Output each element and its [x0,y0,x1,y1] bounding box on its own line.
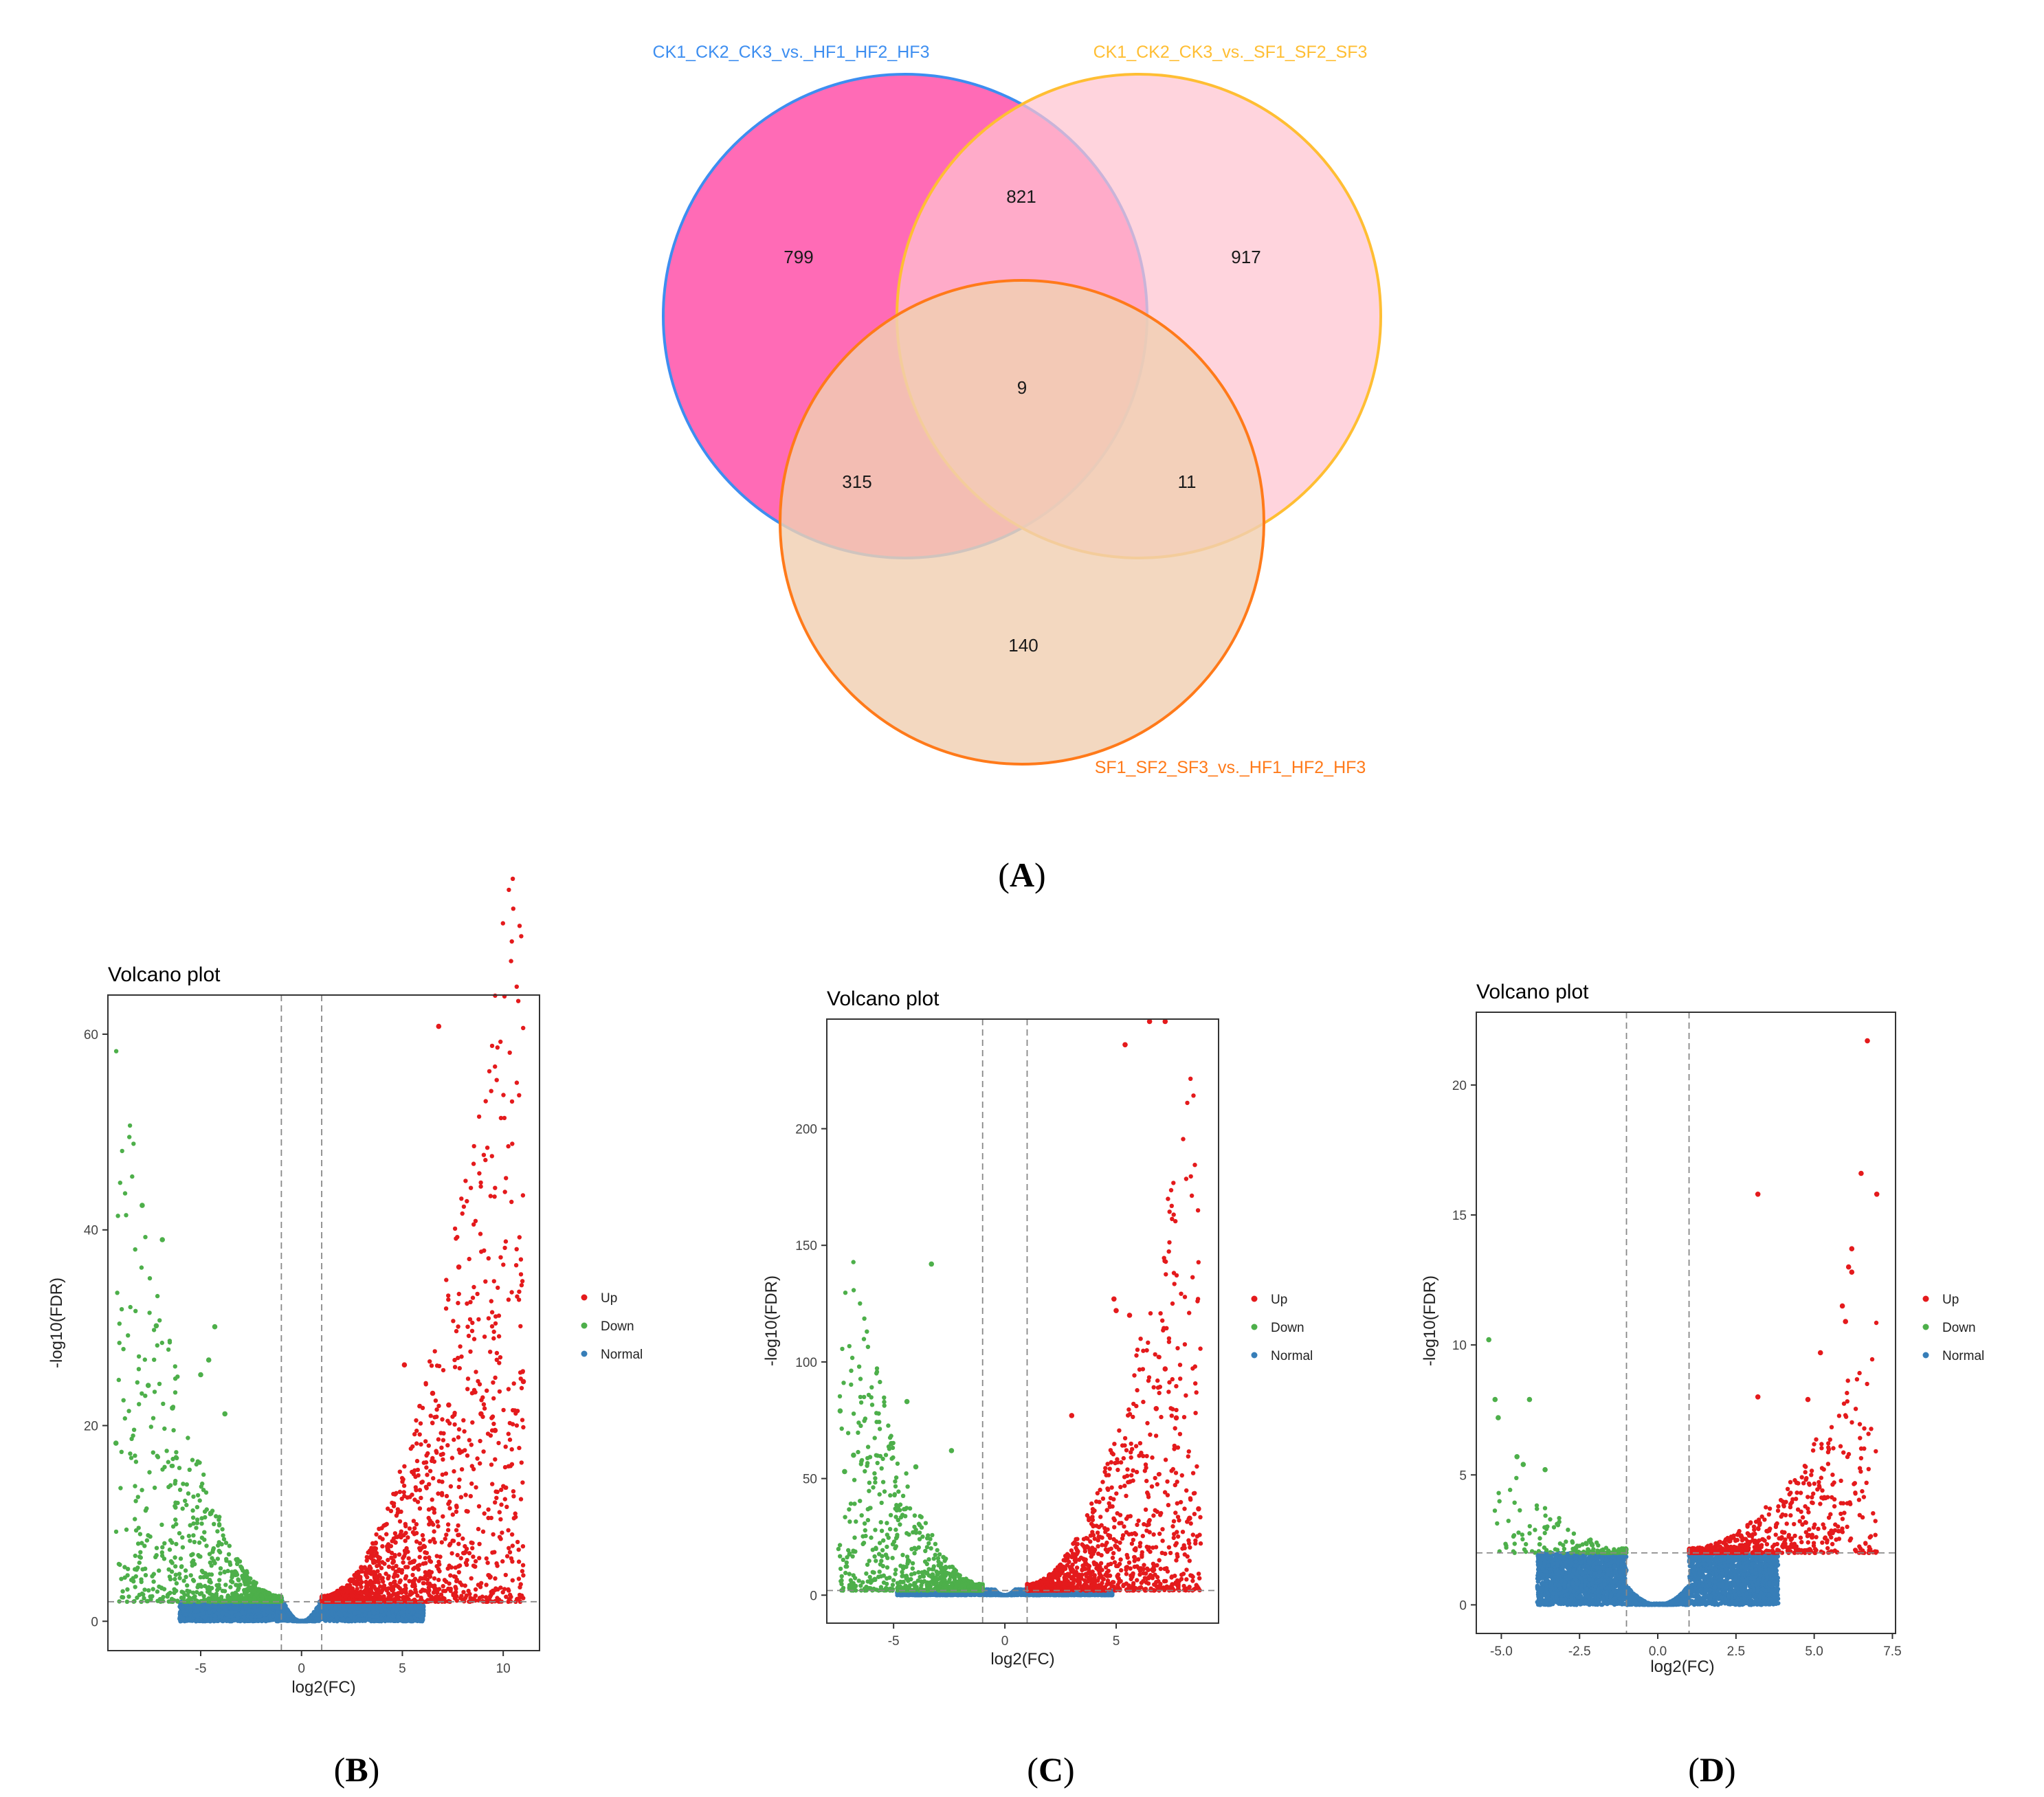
point-normal [267,1614,273,1618]
point-normal [268,1617,273,1622]
point-normal [370,1618,376,1623]
point-normal [361,1618,366,1622]
point-normal [245,1618,250,1623]
point-normal [220,1611,225,1616]
point-normal [352,1616,357,1620]
point-normal [338,1612,344,1618]
point-normal [414,1613,419,1618]
point-normal [293,1618,299,1623]
volcano-plot-b: Volcano plot log2(FC) -log10(FDR) (B) -5… [47,876,643,1789]
point-normal [285,1607,290,1612]
point-normal [391,1614,396,1619]
point-normal [379,1609,384,1614]
point-normal [399,1610,404,1615]
point-normal [311,1611,316,1616]
point-normal [308,1618,313,1623]
point-normal [265,1606,269,1611]
plot-title: Volcano plot [108,963,221,986]
point-normal [359,1608,365,1613]
point-normal [238,1618,244,1623]
point-normal [386,1611,391,1616]
point-normal [367,1618,372,1622]
venn-circle-c [779,279,1265,766]
point-normal [400,1605,406,1610]
point-normal [419,1616,424,1622]
point-normal [331,1618,336,1623]
plot-frame [107,994,540,1651]
point-normal [367,1611,372,1616]
point-normal [230,1610,234,1615]
point-normal [249,1618,254,1623]
point-normal [223,1605,227,1609]
point-normal [216,1608,221,1613]
point-normal [224,1612,230,1617]
venn-count-a-b: 821 [1006,186,1036,207]
x-axis-title: log2(FC) [291,1678,355,1697]
point-normal [179,1606,184,1611]
point-normal [261,1611,266,1616]
point-normal [413,1605,418,1611]
point-normal [299,1618,304,1624]
venn-set-label-b: CK1_CK2_CK3_vs._SF1_SF2_SF3 [1093,43,1368,62]
venn-set-label-a: CK1_CK2_CK3_vs._HF1_HF2_HF3 [653,43,930,62]
point-normal [192,1613,197,1618]
panel-label-a: (A) [998,856,1045,894]
venn-set-label-c: SF1_SF2_SF3_vs._HF1_HF2_HF3 [1095,758,1366,777]
venn-count-a-c: 315 [842,471,871,492]
point-normal [188,1613,193,1618]
point-normal [418,1609,423,1614]
point-normal [333,1605,338,1610]
point-normal [408,1607,413,1611]
venn-count-only-b: 917 [1231,247,1260,267]
point-normal [355,1606,360,1611]
point-normal [240,1611,245,1616]
venn-count-a-b-c: 9 [1017,377,1027,398]
point-normal [247,1608,252,1613]
venn-diagram: CK1_CK2_CK3_vs._HF1_HF2_HF3 CK1_CK2_CK3_… [653,43,1382,894]
point-normal [256,1608,260,1613]
point-normal [312,1619,318,1624]
point-normal [235,1615,241,1620]
point-normal [187,1618,192,1622]
point-normal [261,1603,267,1608]
point-normal [252,1605,257,1609]
point-normal [352,1611,357,1616]
point-normal [183,1612,188,1617]
point-normal [388,1603,392,1609]
point-normal [391,1606,396,1611]
point-normal [341,1616,346,1621]
point-normal [409,1616,414,1621]
point-normal [199,1608,205,1613]
venn-count-only-c: 140 [1008,635,1038,656]
point-normal [208,1603,213,1608]
venn-count-only-a: 799 [784,247,813,267]
venn-count-b-c: 11 [1178,471,1197,492]
point-normal [365,1607,370,1612]
point-normal [178,1614,183,1619]
point-normal [274,1605,278,1610]
point-normal [241,1614,246,1620]
point-normal [384,1603,388,1608]
point-normal [203,1616,208,1620]
point-normal [396,1603,401,1608]
point-normal [195,1618,200,1623]
point-normal [341,1607,346,1612]
y-axis-title: -log10(FDR) [47,1277,66,1368]
panel-label-b: (B) [334,1750,380,1789]
point-normal [262,1616,267,1621]
point-normal [232,1606,236,1611]
data-points [113,876,526,1624]
